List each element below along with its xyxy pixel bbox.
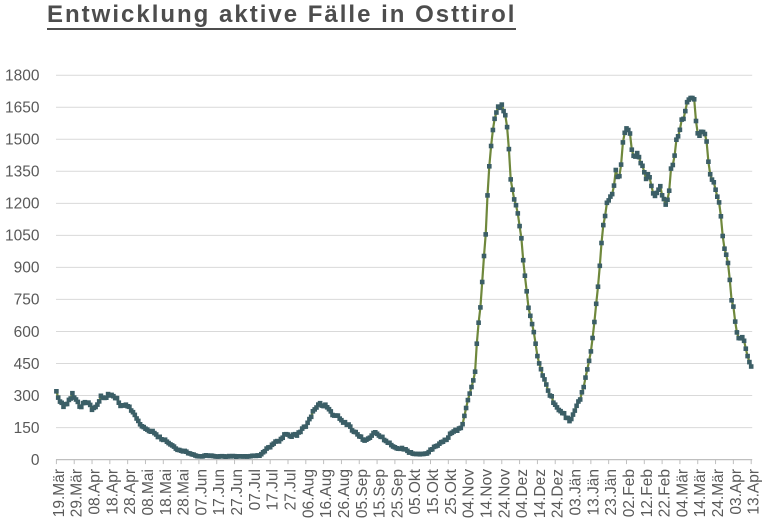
- svg-text:04.Mär: 04.Mär: [674, 469, 691, 517]
- svg-text:08.Mai: 08.Mai: [140, 469, 157, 516]
- svg-text:14.Mär: 14.Mär: [692, 469, 709, 517]
- svg-text:26.Aug: 26.Aug: [336, 469, 353, 518]
- svg-text:03.Apr: 03.Apr: [728, 469, 745, 515]
- svg-text:29.Mär: 29.Mär: [69, 469, 86, 517]
- svg-text:07.Jul: 07.Jul: [247, 469, 264, 510]
- svg-text:14.Dez: 14.Dez: [532, 469, 549, 518]
- svg-text:24.Nov: 24.Nov: [496, 469, 513, 518]
- svg-text:27.Jun: 27.Jun: [229, 469, 246, 516]
- svg-text:17.Jun: 17.Jun: [211, 469, 228, 516]
- svg-text:15.Sep: 15.Sep: [372, 469, 389, 518]
- svg-text:900: 900: [14, 260, 40, 277]
- svg-text:300: 300: [14, 388, 40, 405]
- svg-text:1050: 1050: [5, 228, 40, 245]
- svg-text:23.Jän: 23.Jän: [603, 469, 620, 516]
- svg-text:07.Jun: 07.Jun: [193, 469, 210, 516]
- svg-text:03.Jän: 03.Jän: [568, 469, 585, 516]
- svg-text:13.Jän: 13.Jän: [585, 469, 602, 516]
- svg-text:18.Mai: 18.Mai: [158, 469, 175, 516]
- svg-text:04.Nov: 04.Nov: [461, 469, 478, 518]
- svg-text:25.Sep: 25.Sep: [389, 469, 406, 518]
- svg-text:1200: 1200: [5, 196, 40, 213]
- svg-text:16.Aug: 16.Aug: [318, 469, 335, 518]
- svg-text:08.Apr: 08.Apr: [87, 469, 104, 515]
- svg-text:750: 750: [14, 292, 40, 309]
- svg-text:19.Mär: 19.Mär: [51, 469, 68, 517]
- svg-text:14.Nov: 14.Nov: [478, 469, 495, 518]
- svg-text:04.Dez: 04.Dez: [514, 469, 531, 518]
- svg-text:13.Apr: 13.Apr: [746, 469, 763, 515]
- svg-text:24.Dez: 24.Dez: [550, 469, 567, 518]
- svg-text:150: 150: [14, 420, 40, 437]
- svg-text:02.Feb: 02.Feb: [621, 469, 638, 517]
- svg-text:15.Okt: 15.Okt: [425, 468, 442, 514]
- svg-text:600: 600: [14, 324, 40, 341]
- svg-text:05.Okt: 05.Okt: [407, 468, 424, 514]
- svg-text:450: 450: [14, 356, 40, 373]
- svg-text:12.Feb: 12.Feb: [639, 469, 656, 517]
- svg-text:0: 0: [31, 452, 40, 469]
- svg-text:28.Mai: 28.Mai: [176, 469, 193, 516]
- svg-text:1650: 1650: [5, 100, 40, 117]
- svg-text:17.Jul: 17.Jul: [265, 469, 282, 510]
- svg-text:28.Apr: 28.Apr: [122, 469, 139, 515]
- svg-text:25.Okt: 25.Okt: [443, 468, 460, 514]
- svg-text:06.Aug: 06.Aug: [300, 469, 317, 518]
- svg-text:24.Mär: 24.Mär: [710, 469, 727, 517]
- svg-text:18.Apr: 18.Apr: [104, 469, 121, 515]
- svg-text:27.Jul: 27.Jul: [283, 469, 300, 510]
- svg-text:1350: 1350: [5, 164, 40, 181]
- svg-text:22.Feb: 22.Feb: [657, 469, 674, 517]
- svg-text:1800: 1800: [5, 68, 40, 85]
- svg-text:05.Sep: 05.Sep: [354, 469, 371, 518]
- svg-text:1500: 1500: [5, 132, 40, 149]
